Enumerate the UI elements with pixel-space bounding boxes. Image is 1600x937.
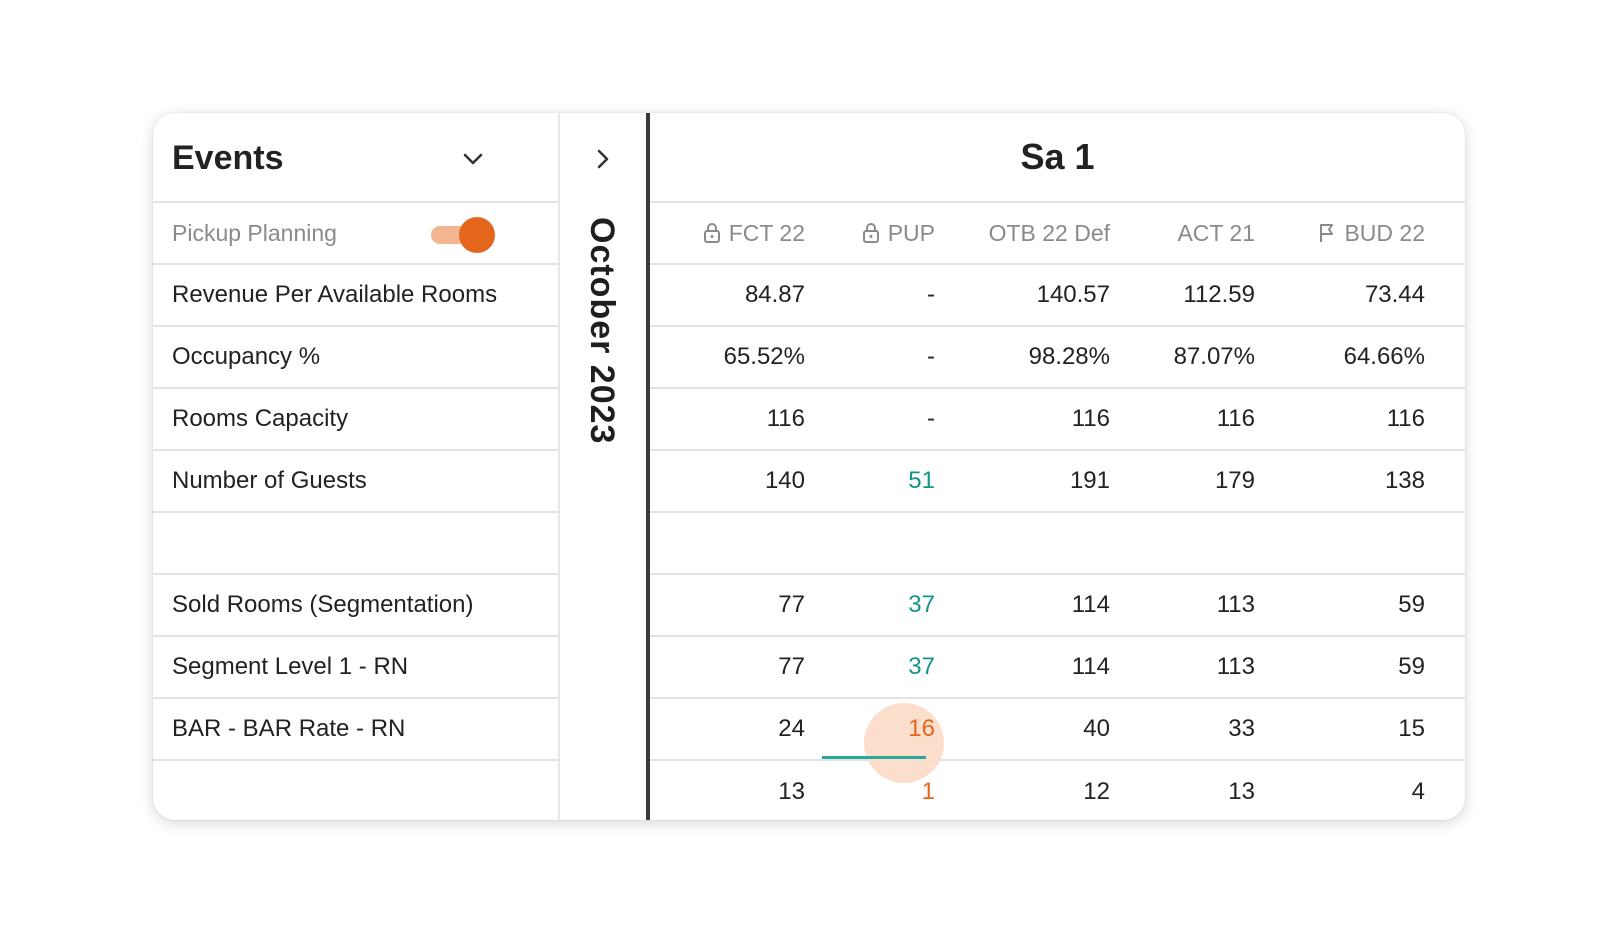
row-label-text: Sold Rooms (Segmentation) xyxy=(172,591,474,618)
cell-otb: 98.28% xyxy=(1028,343,1110,370)
cell-pup[interactable]: 1 xyxy=(921,778,935,805)
click-highlight xyxy=(864,703,944,783)
pickup-planning-row: Pickup Planning xyxy=(153,203,558,265)
row-label: Number of Guests xyxy=(153,451,558,513)
table-row: 116 - 116 116 116 xyxy=(650,389,1465,451)
cell-otb: 140.57 xyxy=(1036,281,1110,308)
rate-grid-card: Events Pickup Planning Revenue Per Avail… xyxy=(153,113,1465,820)
day-header: Sa 1 xyxy=(650,113,1465,203)
lock-icon xyxy=(862,223,879,243)
cell-pup-active[interactable]: 16 xyxy=(908,715,935,742)
cell-otb: 114 xyxy=(1071,591,1110,618)
row-label-text: BAR - BAR Rate - RN xyxy=(172,715,406,742)
lock-icon xyxy=(703,223,720,243)
column-header-fct: FCT 22 xyxy=(703,203,805,263)
cell-act: 113 xyxy=(1216,591,1255,618)
row-label: Sold Rooms (Segmentation) xyxy=(153,575,558,637)
row-label: Segment Level 1 - RN xyxy=(153,637,558,699)
chevron-right-icon xyxy=(597,149,609,169)
cell-fct[interactable]: 65.52% xyxy=(723,343,805,370)
pickup-planning-label: Pickup Planning xyxy=(172,219,337,246)
table-row: 65.52% - 98.28% 87.07% 64.66% xyxy=(650,327,1465,389)
row-label: BAR - BAR Rate - RN xyxy=(153,699,558,761)
left-panel: Events Pickup Planning Revenue Per Avail… xyxy=(153,113,560,820)
cell-fct[interactable]: 77 xyxy=(778,653,805,680)
cell-fct[interactable]: 84.87 xyxy=(744,281,805,308)
cell-fct[interactable]: 77 xyxy=(778,591,805,618)
table-row: 140 51 191 179 138 xyxy=(650,451,1465,513)
cell-bud: 15 xyxy=(1398,715,1425,742)
cell-pup[interactable]: - xyxy=(927,405,935,432)
cell-otb: 191 xyxy=(1069,467,1110,494)
table-row: 13 1 12 13 4 xyxy=(650,761,1465,820)
cell-act: 13 xyxy=(1228,778,1255,805)
cell-act: 112.59 xyxy=(1183,281,1255,308)
events-title: Events xyxy=(172,139,284,177)
cell-fct[interactable]: 13 xyxy=(778,778,805,805)
month-label: October 2023 xyxy=(583,217,621,445)
cell-fct[interactable]: 116 xyxy=(766,405,805,432)
toggle-knob xyxy=(459,217,495,253)
cell-pup[interactable]: 37 xyxy=(908,653,935,680)
table-row-empty xyxy=(650,513,1465,575)
table-row: 77 37 114 113 59 xyxy=(650,575,1465,637)
row-label-text: Rooms Capacity xyxy=(172,405,349,432)
column-header-otb: OTB 22 Def xyxy=(989,203,1110,263)
cell-bud: 4 xyxy=(1411,778,1425,805)
cell-bud: 59 xyxy=(1398,591,1425,618)
column-header-act: ACT 21 xyxy=(1177,203,1255,263)
cell-otb: 114 xyxy=(1071,653,1110,680)
row-label xyxy=(153,513,558,575)
table-row: 24 16 40 33 15 xyxy=(650,699,1465,783)
events-header: Events xyxy=(153,113,558,203)
cell-otb: 12 xyxy=(1083,778,1110,805)
cell-bud: 73.44 xyxy=(1364,281,1425,308)
column-header-row: FCT 22 PUP OTB 22 Def ACT 21 BUD 22 xyxy=(650,203,1465,265)
row-label-text: Occupancy % xyxy=(172,343,321,370)
table-row: 77 37 114 113 59 xyxy=(650,637,1465,699)
cell-fct[interactable]: 140 xyxy=(764,467,805,494)
cell-pup[interactable]: - xyxy=(927,343,935,370)
column-header-label: ACT 21 xyxy=(1177,219,1255,246)
cell-act: 33 xyxy=(1228,715,1255,742)
row-label: Rooms Capacity xyxy=(153,389,558,451)
cell-bud: 59 xyxy=(1398,653,1425,680)
column-header-label: PUP xyxy=(887,219,935,246)
column-header-pup: PUP xyxy=(862,203,935,263)
flag-icon xyxy=(1320,224,1334,242)
cell-fct[interactable]: 24 xyxy=(778,715,805,742)
row-label: Occupancy % xyxy=(153,327,558,389)
cell-bud: 64.66% xyxy=(1343,343,1425,370)
table-row: 84.87 - 140.57 112.59 73.44 xyxy=(650,265,1465,327)
month-panel: October 2023 xyxy=(560,113,650,820)
chevron-down-icon xyxy=(463,153,483,165)
cell-pup[interactable]: 37 xyxy=(908,591,935,618)
column-header-bud: BUD 22 xyxy=(1318,203,1425,263)
day-panel: Sa 1 FCT 22 PUP OTB 22 Def ACT 21 BUD 22 xyxy=(650,113,1465,820)
edited-underline xyxy=(822,756,926,759)
pickup-planning-toggle[interactable] xyxy=(429,217,495,253)
column-header-label: OTB 22 Def xyxy=(988,219,1110,246)
cell-pup[interactable]: 51 xyxy=(908,467,935,494)
row-label-text: Revenue Per Available Rooms xyxy=(172,281,498,308)
cell-act: 113 xyxy=(1216,653,1255,680)
events-dropdown-button[interactable] xyxy=(453,141,493,177)
cell-pup[interactable]: - xyxy=(927,281,935,308)
cell-act: 87.07% xyxy=(1173,343,1255,370)
row-label-text: Number of Guests xyxy=(172,467,367,494)
cell-act: 179 xyxy=(1214,467,1255,494)
cell-bud: 116 xyxy=(1386,405,1425,432)
cell-otb: 40 xyxy=(1083,715,1110,742)
cell-otb: 116 xyxy=(1071,405,1110,432)
expand-month-button[interactable] xyxy=(583,139,623,179)
row-label: Revenue Per Available Rooms xyxy=(153,265,558,327)
column-header-label: FCT 22 xyxy=(728,219,805,246)
column-header-label: BUD 22 xyxy=(1344,219,1425,246)
cell-bud: 138 xyxy=(1384,467,1425,494)
row-label-text: Segment Level 1 - RN xyxy=(172,653,409,680)
cell-act: 116 xyxy=(1216,405,1255,432)
row-label xyxy=(153,761,558,820)
